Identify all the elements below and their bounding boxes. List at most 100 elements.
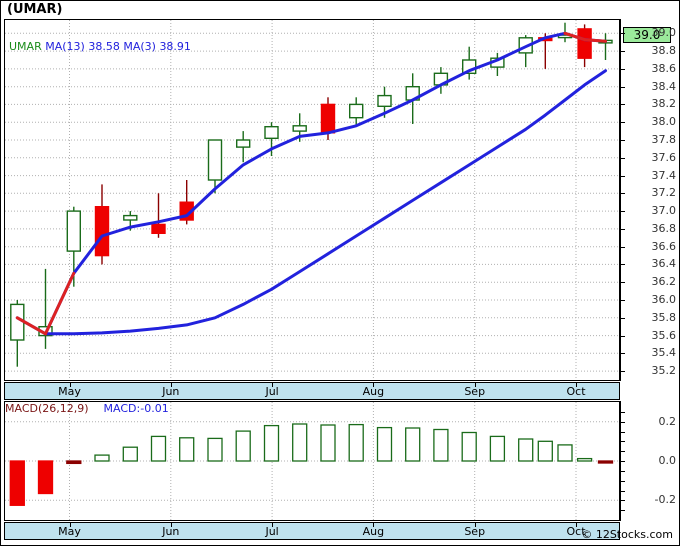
price-legend: UMAR MA(13) 38.58 MA(3) 38.91 [9, 40, 191, 53]
macd-axis-tick: 0.0 [658, 454, 677, 467]
price-axis-tick: 38.0 [651, 115, 677, 129]
price-axis-tick: 35.2 [651, 364, 677, 378]
month-tickmark [474, 523, 476, 527]
month-label: Jul [265, 385, 279, 398]
price-axis-tickmark [620, 282, 625, 284]
price-axis-tick: 37.8 [651, 133, 677, 146]
price-axis-tickmark [620, 157, 625, 159]
month-tickmark [373, 383, 375, 387]
current-price-badge: 39.0 [623, 27, 671, 44]
month-label: Jul [265, 525, 279, 538]
price-axis-tickmark [620, 33, 625, 35]
price-axis-tickmark [620, 371, 625, 373]
month-tickmark [69, 383, 71, 387]
page-title: (UMAR) [7, 2, 63, 17]
price-axis-tickmark [620, 193, 625, 195]
price-axis-tickmark [620, 68, 625, 70]
legend-symbol: UMAR [9, 40, 42, 53]
macd-axis-tickmark [620, 421, 625, 423]
price-axis-tickmark [620, 51, 625, 53]
month-tickmark [576, 383, 577, 387]
legend-ma-long-value: 38.58 [88, 40, 120, 53]
price-axis-tickmark [620, 140, 625, 141]
macd-axis-tickmark [620, 441, 625, 443]
legend-ma-short-label: MA(3) [123, 40, 156, 53]
price-axis-tick: 35.8 [651, 310, 677, 324]
price-axis-tick: 36.0 [651, 293, 677, 306]
price-axis-tickmark [620, 211, 625, 213]
price-axis-tick: 38.4 [651, 79, 677, 93]
price-axis-tickmark [620, 335, 625, 337]
macd-axis-tickmark [620, 480, 625, 482]
price-axis: 39.0 35.2 35.4 35.6 35.8 36.0 36.2 36.4 36.6 36.… [620, 19, 678, 381]
price-axis-tick: 38.2 [651, 97, 677, 111]
price-axis-tick: 35.4 [651, 346, 677, 360]
month-label: May [58, 525, 81, 538]
price-chart-svg [5, 20, 619, 380]
month-tickmark [373, 523, 375, 527]
month-label: May [58, 385, 81, 398]
legend-ma-short-value: 38.91 [159, 40, 191, 53]
price-axis-tick: 36.6 [651, 239, 677, 253]
macd-axis-tickmark [620, 490, 625, 492]
macd-legend: MACD(26,12,9) MACD:-0.01 [5, 402, 169, 415]
month-label: Jun [162, 525, 180, 538]
month-axis: May Jun Jul Aug Sep Oct [4, 382, 620, 400]
price-axis-tick: 37.2 [651, 186, 677, 200]
macd-axis-tickmark [620, 470, 625, 472]
price-axis-tick: 37.0 [651, 204, 677, 218]
price-axis-tickmark [620, 175, 625, 177]
month-tickmark [474, 383, 476, 387]
price-axis-tickmark [620, 353, 625, 355]
price-chart-panel[interactable]: UMAR MA(13) 38.58 MA(3) 38.91 [4, 19, 620, 381]
price-axis-tick: 37.4 [651, 168, 677, 182]
price-axis-tickmark [620, 246, 625, 248]
bottom-month-axis: May Jun Jul Aug Sep Oct [4, 522, 620, 540]
price-axis-tickmark [620, 300, 625, 301]
macd-legend-name: MACD(26,12,9) [5, 402, 89, 415]
macd-axis-tickmark [620, 431, 625, 433]
price-axis-tick: 35.6 [651, 328, 677, 342]
month-tickmark [170, 383, 172, 387]
month-label: Jun [162, 385, 180, 398]
footer-copyright: © 12Stocks.com [581, 528, 673, 541]
price-axis-tick: 36.8 [651, 221, 677, 235]
month-tickmark [272, 523, 274, 527]
price-axis-tick: 37.6 [651, 150, 677, 164]
price-axis-tickmark [620, 264, 625, 266]
macd-axis-tickmark [620, 411, 625, 413]
month-label: Oct [566, 525, 586, 538]
macd-axis-tick: 0.2 [658, 414, 677, 428]
price-axis-tickmark [620, 317, 625, 319]
legend-ma-long-label: MA(13) [45, 40, 85, 53]
price-axis-tickmark [620, 86, 625, 88]
price-axis-line [620, 19, 621, 381]
macd-chart-panel[interactable] [4, 401, 620, 521]
price-axis-tickmark [620, 122, 625, 124]
price-axis-tickmark [620, 104, 625, 106]
macd-axis-tickmark [620, 461, 625, 462]
macd-axis: 0.2 0.0 -0.2 [620, 401, 678, 521]
month-label: Oct [566, 385, 586, 398]
month-tickmark [272, 383, 274, 387]
macd-legend-value: MACD:-0.01 [103, 402, 169, 415]
price-axis-tickmark [620, 228, 625, 230]
price-axis-tick: 36.2 [651, 275, 677, 289]
month-label: Sep [464, 525, 486, 538]
price-axis-tick: 39.0 [651, 26, 677, 40]
month-label: Sep [464, 385, 486, 398]
macd-axis-tickmark [620, 500, 625, 502]
month-label: Aug [362, 525, 385, 538]
macd-axis-tickmark [620, 451, 625, 453]
macd-chart-svg [5, 402, 619, 520]
month-tickmark [576, 523, 577, 527]
month-tickmark [69, 523, 71, 527]
macd-axis-tick: -0.2 [654, 493, 676, 507]
price-axis-tick: 38.8 [651, 44, 677, 58]
month-tickmark [170, 523, 172, 527]
price-axis-tick: 36.4 [651, 257, 677, 271]
macd-axis-tickmark [620, 510, 625, 512]
month-label: Aug [362, 385, 385, 398]
price-axis-tick: 38.6 [651, 61, 677, 75]
